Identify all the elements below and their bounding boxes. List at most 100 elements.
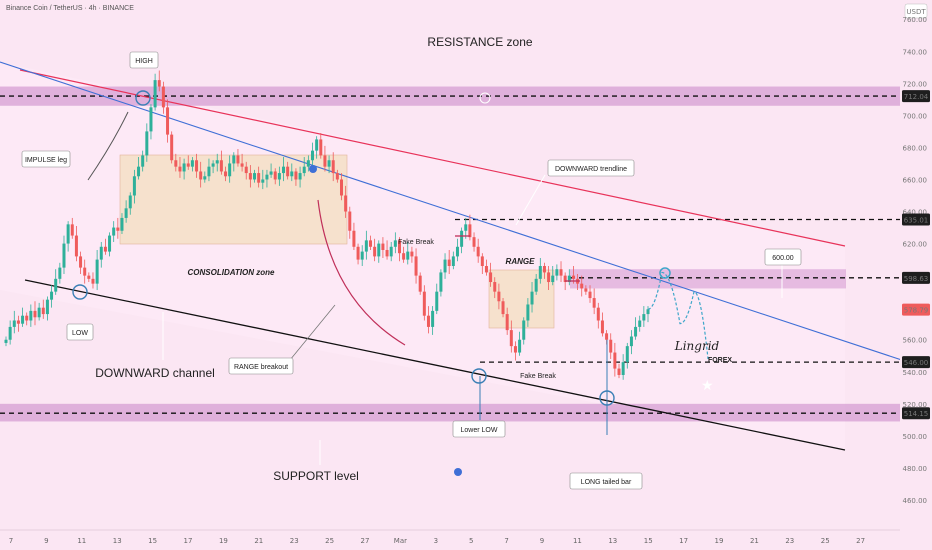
candle-body (418, 275, 422, 292)
long-tail-marker-icon (599, 390, 615, 406)
candle (489, 262, 493, 287)
candle-body (91, 278, 95, 284)
candle (215, 153, 219, 172)
range-label: RANGE (506, 257, 536, 266)
candle-body (542, 266, 546, 273)
downward-trendline-annotation-box: DOWNWARD trendline (547, 159, 635, 177)
x-tick-label: 23 (290, 537, 299, 545)
candle (232, 152, 236, 172)
candle (240, 153, 244, 172)
x-tick-label: 19 (219, 537, 228, 545)
candle (522, 317, 526, 345)
candle (25, 312, 29, 326)
support-level-label: SUPPORT level (273, 469, 359, 483)
candle-body (323, 155, 327, 167)
price-tag-label: 578.79 (904, 307, 929, 315)
candle (149, 104, 153, 140)
candle-body (447, 259, 451, 267)
candle (418, 272, 422, 295)
candle-body (364, 240, 368, 252)
candle-body (4, 339, 8, 343)
candle (170, 131, 174, 164)
candle (592, 288, 596, 315)
candle (406, 241, 410, 265)
candle (166, 99, 170, 143)
candle (203, 171, 207, 183)
y-tick-label: 760.00 (903, 16, 928, 24)
time-axis-bg (0, 530, 932, 550)
candle-body (431, 310, 435, 327)
candle (236, 149, 240, 167)
x-tick-label: 9 (540, 537, 544, 545)
candle-body (629, 336, 633, 347)
candle (319, 133, 323, 159)
candle-body (141, 155, 145, 167)
range-breakout-annotation-box-bg (228, 357, 294, 375)
x-tick-label: 21 (254, 537, 263, 545)
y-tick-label: 500.00 (903, 433, 928, 441)
candle-body (563, 275, 567, 283)
low-annotation-box: LOW (66, 323, 94, 341)
candle (377, 240, 381, 263)
candle-body (12, 320, 16, 327)
candle-body (195, 160, 199, 172)
candle (91, 272, 95, 289)
candle-body (435, 291, 439, 311)
candle (45, 296, 49, 321)
candle-body (422, 291, 426, 316)
x-tick-label: 9 (44, 537, 48, 545)
candle-body (45, 299, 49, 315)
candle-body (166, 107, 170, 135)
impulse-arrow (87, 111, 129, 181)
candle (547, 266, 551, 291)
candle-body (95, 259, 99, 284)
candle (518, 331, 522, 356)
target-zone-band (570, 269, 846, 289)
candle-body (70, 224, 74, 236)
candle (108, 232, 112, 257)
candle (186, 155, 190, 170)
candle (538, 258, 542, 284)
candle-body (79, 256, 83, 268)
candle-body (402, 253, 406, 260)
candle (306, 155, 310, 172)
candle (70, 217, 74, 239)
candle (153, 73, 157, 111)
candle-body (646, 309, 650, 315)
price-tag: 712.04 (902, 90, 930, 103)
candle (476, 238, 480, 263)
y-tick-label: 720.00 (903, 80, 928, 88)
price-tag: 546.00 (902, 356, 930, 369)
candle (4, 336, 8, 347)
price-tag-bg (902, 407, 930, 420)
candle-body (393, 240, 397, 247)
x-tick-label: 17 (679, 537, 688, 545)
candle (381, 237, 385, 258)
candle-body (518, 339, 522, 353)
x-tick-label: 27 (361, 537, 370, 545)
candle-body (211, 163, 215, 167)
candle-body (25, 315, 29, 321)
candle-body (132, 176, 136, 196)
candle-body (190, 160, 194, 167)
candle (443, 253, 447, 279)
long-tail-annotation-label: LONG tailed bar (581, 479, 632, 486)
candle-body (50, 291, 54, 300)
candle (451, 251, 455, 270)
channel-support-line (24, 279, 846, 451)
candle-body (315, 139, 319, 151)
y-tick-label: 660.00 (903, 176, 928, 184)
candle-body (414, 256, 418, 276)
y-tick-label: 700.00 (903, 112, 928, 120)
candle (335, 169, 339, 183)
candle-body (265, 174, 269, 180)
candle-body (522, 320, 526, 340)
high-marker-icon (135, 90, 151, 106)
candle (265, 169, 269, 188)
candle-body (290, 171, 294, 177)
candle-body (480, 256, 484, 267)
candle-body (501, 301, 505, 315)
candle-body (269, 171, 273, 175)
candle (248, 165, 252, 188)
